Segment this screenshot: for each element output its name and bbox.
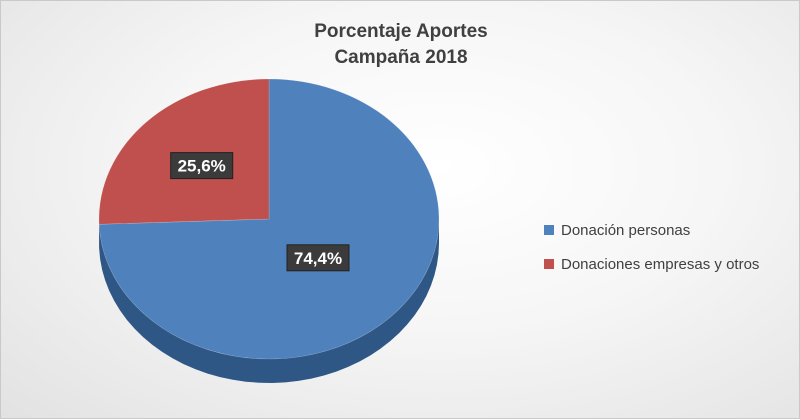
data-label-donacion-personas: 74,4%: [287, 245, 349, 271]
legend-label-donaciones-empresas: Donaciones empresas y otros: [561, 256, 759, 273]
pie-top-group: [99, 79, 439, 359]
legend-swatch-donacion-personas: [544, 225, 554, 235]
legend-item-donacion-personas: Donación personas: [544, 213, 759, 247]
pie-slice-donaciones-empresas: [99, 79, 269, 224]
legend: Donación personas Donaciones empresas y …: [544, 213, 759, 281]
legend-swatch-donaciones-empresas: [544, 259, 554, 269]
legend-label-donacion-personas: Donación personas: [561, 222, 690, 239]
data-label-text-donaciones-empresas: 25,6%: [178, 157, 226, 176]
data-label-text-donacion-personas: 74,4%: [294, 249, 342, 268]
data-label-donaciones-empresas: 25,6%: [171, 153, 233, 179]
legend-item-donaciones-empresas: Donaciones empresas y otros: [544, 247, 759, 281]
